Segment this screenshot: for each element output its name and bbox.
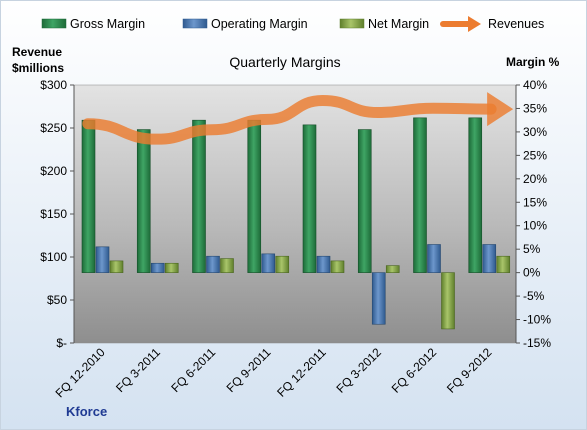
net-margin-bar[interactable] <box>220 258 234 273</box>
right-axis-tick-label: 10% <box>523 219 547 233</box>
gross-margin-bar[interactable] <box>81 119 96 273</box>
legend-label-operating-margin: Operating Margin <box>211 17 308 31</box>
left-axis-title-line1: Revenue <box>12 45 62 59</box>
left-axis-tick-label: $250 <box>40 121 67 135</box>
right-axis-tick-label: 15% <box>523 195 547 209</box>
legend-label-gross-margin: Gross Margin <box>70 17 145 31</box>
category-label: FQ 3-2011 <box>113 345 163 395</box>
operating-margin-bar[interactable] <box>427 244 441 273</box>
category-label: FQ 9-2012 <box>444 345 495 396</box>
category-label: FQ 6-2012 <box>389 345 440 396</box>
right-axis-tick-label: -5% <box>523 289 545 303</box>
legend-swatch-gross-margin <box>41 18 67 29</box>
category-label: FQ 6-2011 <box>168 345 218 395</box>
operating-margin-bar[interactable] <box>316 255 331 273</box>
operating-margin-bar[interactable] <box>371 272 386 325</box>
category-label: FQ 9-2011 <box>224 345 274 395</box>
operating-margin-bar[interactable] <box>150 262 165 273</box>
legend-label-net-margin: Net Margin <box>368 17 429 31</box>
net-margin-bar[interactable] <box>385 265 400 273</box>
left-axis-title-line2: $millions <box>12 61 64 75</box>
right-axis-tick-label: 40% <box>523 78 547 92</box>
category-label: FQ 12-2011 <box>274 345 329 400</box>
legend-item-revenues[interactable]: Revenues <box>440 16 544 32</box>
gross-margin-bar[interactable] <box>302 124 317 273</box>
category-label: FQ 3-2012 <box>334 345 385 396</box>
legend: Gross Margin Operating Margin Net Margin… <box>41 16 544 32</box>
left-axis-tick-label: $100 <box>40 250 67 264</box>
right-axis-tick-label: 20% <box>523 172 547 186</box>
right-axis-title: Margin % <box>506 55 560 69</box>
operating-margin-bar[interactable] <box>95 246 110 273</box>
legend-item-operating-margin[interactable]: Operating Margin <box>182 17 308 31</box>
gross-margin-bar[interactable] <box>468 117 483 273</box>
right-axis-tick-label: -10% <box>523 313 551 327</box>
net-margin-bar[interactable] <box>496 255 511 273</box>
revenues-line[interactable] <box>82 94 497 145</box>
right-axis-tick-label: 35% <box>523 101 547 115</box>
operating-margin-bar[interactable] <box>261 253 276 273</box>
left-axis-tick-label: $150 <box>40 207 67 221</box>
gross-margin-bar[interactable] <box>247 119 262 273</box>
net-margin-bar[interactable] <box>109 260 124 273</box>
left-axis-tick-label: $50 <box>47 293 67 307</box>
net-margin-bar[interactable] <box>330 260 345 273</box>
gross-margin-bar[interactable] <box>357 129 372 273</box>
legend-item-net-margin[interactable]: Net Margin <box>339 17 429 31</box>
legend-arrowhead-revenues <box>468 16 481 32</box>
gross-margin-bar[interactable] <box>136 129 151 273</box>
net-margin-bar[interactable] <box>164 262 179 273</box>
gross-margin-bar[interactable] <box>413 117 427 273</box>
left-axis-tick-label: $- <box>56 336 67 350</box>
right-axis-tick-label: 30% <box>523 125 547 139</box>
net-margin-bar[interactable] <box>275 255 290 273</box>
gross-margin-bar[interactable] <box>192 119 206 273</box>
chart-title: Quarterly Margins <box>229 54 340 70</box>
revenues-arrowhead <box>487 92 514 127</box>
right-axis-tick-label: 5% <box>523 242 541 256</box>
left-axis-tick-label: $300 <box>40 78 67 92</box>
legend-swatch-operating-margin <box>182 18 208 29</box>
footer-label: Kforce <box>66 404 107 419</box>
operating-margin-bar[interactable] <box>482 244 497 273</box>
right-axis-tick-label: 25% <box>523 148 547 162</box>
right-axis-tick-label: 0% <box>523 266 541 280</box>
legend-swatch-net-margin <box>339 18 365 29</box>
legend-item-gross-margin[interactable]: Gross Margin <box>41 17 145 31</box>
left-axis-tick-label: $200 <box>40 164 67 178</box>
legend-label-revenues: Revenues <box>488 17 544 31</box>
net-margin-bar[interactable] <box>441 272 455 330</box>
category-label: FQ 12-2010 <box>53 345 108 400</box>
operating-margin-bar[interactable] <box>206 255 220 273</box>
right-axis-tick-label: -15% <box>523 336 551 350</box>
